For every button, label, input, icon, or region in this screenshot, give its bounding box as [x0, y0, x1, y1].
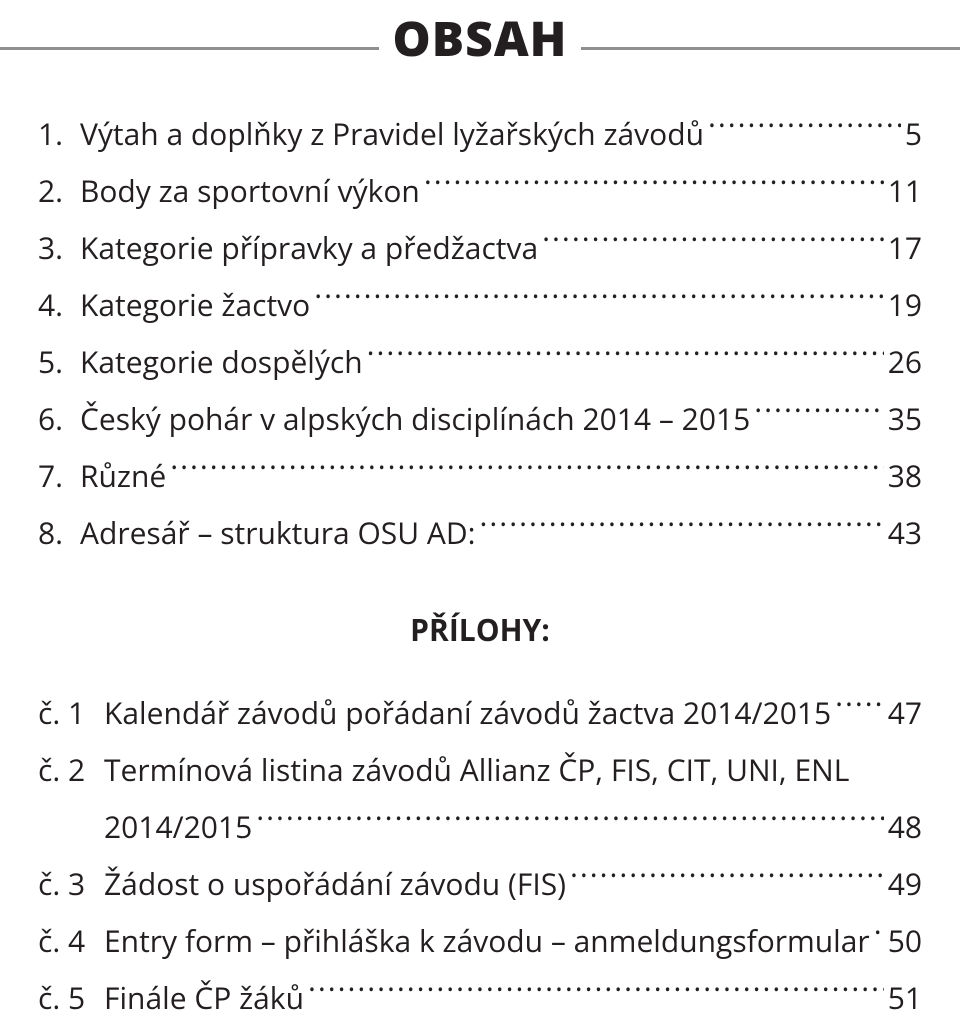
attachment-page: 51 [884, 969, 922, 1026]
toc-leader [424, 172, 884, 202]
toc-page: 5 [901, 105, 922, 162]
toc-leader [480, 514, 884, 544]
toc-number: 6. [38, 390, 80, 447]
attachment-row: č. 4 Entry form – přihláška k závodu – a… [38, 912, 922, 969]
attachment-label: Žádost o uspořádání závodu (FIS) [104, 855, 570, 912]
toc-leader [835, 694, 884, 724]
toc-number: 2. [38, 162, 80, 219]
toc-row: 7. Různé 38 [38, 447, 922, 504]
attachment-number: č. 4 [38, 912, 104, 969]
toc-page: 38 [884, 447, 922, 504]
toc-page: 17 [884, 219, 922, 276]
toc-label: Kategorie přípravky a předžactva [80, 219, 542, 276]
toc-label: Výtah a doplňky z Pravidel lyžařských zá… [80, 105, 708, 162]
toc-leader [314, 286, 883, 316]
toc-number: 7. [38, 447, 80, 504]
attachment-row: č. 1 Kalendář závodů pořádaní závodů žac… [38, 684, 922, 741]
toc-number: 4. [38, 276, 80, 333]
toc-row: 6. Český pohár v alpských disciplínách 2… [38, 390, 922, 447]
toc-leader [570, 865, 884, 895]
attachment-number: č. 1 [38, 684, 104, 741]
toc-leader [754, 400, 883, 430]
toc-row: 1. Výtah a doplňky z Pravidel lyžařských… [38, 105, 922, 162]
toc-row: 3. Kategorie přípravky a předžactva 17 [38, 219, 922, 276]
attachment-page: 50 [884, 912, 922, 969]
toc-leader [708, 115, 901, 145]
toc-leader [874, 922, 884, 952]
toc-number: 3. [38, 219, 80, 276]
toc-label: Kategorie dospělých [80, 333, 367, 390]
attachment-label-cont: 2014/2015 [104, 798, 256, 855]
page-title: OBSAH [379, 6, 582, 71]
attachment-row: č. 5 Finále ČP žáků 51 [38, 969, 922, 1026]
toc-row: 5. Kategorie dospělých 26 [38, 333, 922, 390]
toc-page: 19 [884, 276, 922, 333]
toc-leader [170, 457, 883, 487]
toc-row: 2. Body za sportovní výkon 11 [38, 162, 922, 219]
attachment-number: č. 5 [38, 969, 104, 1026]
toc-label: Český pohár v alpských disciplínách 2014… [80, 390, 754, 447]
page: OBSAH 1. Výtah a doplňky z Pravidel lyža… [0, 0, 960, 912]
attachment-label: Entry form – přihláška k závodu – anmeld… [104, 912, 874, 969]
toc-number: 1. [38, 105, 80, 162]
attachment-page: 47 [884, 684, 922, 741]
toc-number: 5. [38, 333, 80, 390]
toc-leader [308, 979, 884, 1009]
table-of-contents: 1. Výtah a doplňky z Pravidel lyžařských… [0, 50, 960, 1026]
toc-leader [367, 343, 884, 373]
attachment-row: č. 2 Termínová listina závodů Allianz ČP… [38, 741, 922, 855]
toc-label: Kategorie žactvo [80, 276, 314, 333]
toc-label: Adresář – struktura OSU AD: [80, 504, 480, 561]
attachment-page: 48 [884, 798, 922, 855]
toc-row: 8. Adresář – struktura OSU AD: 43 [38, 504, 922, 561]
attachment-page: 49 [884, 855, 922, 912]
attachment-label: Kalendář závodů pořádaní závodů žactva 2… [104, 684, 835, 741]
toc-leader [542, 229, 884, 259]
toc-label: Různé [80, 447, 170, 504]
toc-page: 26 [884, 333, 922, 390]
toc-leader [256, 808, 883, 838]
toc-page: 43 [884, 504, 922, 561]
attachment-label: Finále ČP žáků [104, 969, 308, 1026]
toc-page: 11 [884, 162, 922, 219]
attachments-heading: PŘÍLOHY: [38, 561, 922, 684]
toc-page: 35 [884, 390, 922, 447]
attachment-label: Termínová listina závodů Allianz ČP, FIS… [104, 741, 853, 798]
attachment-row: č. 3 Žádost o uspořádání závodu (FIS) 49 [38, 855, 922, 912]
toc-number: 8. [38, 504, 80, 561]
toc-label: Body za sportovní výkon [80, 162, 424, 219]
attachment-number: č. 3 [38, 855, 104, 912]
toc-row: 4. Kategorie žactvo 19 [38, 276, 922, 333]
attachment-number: č. 2 [38, 741, 104, 798]
